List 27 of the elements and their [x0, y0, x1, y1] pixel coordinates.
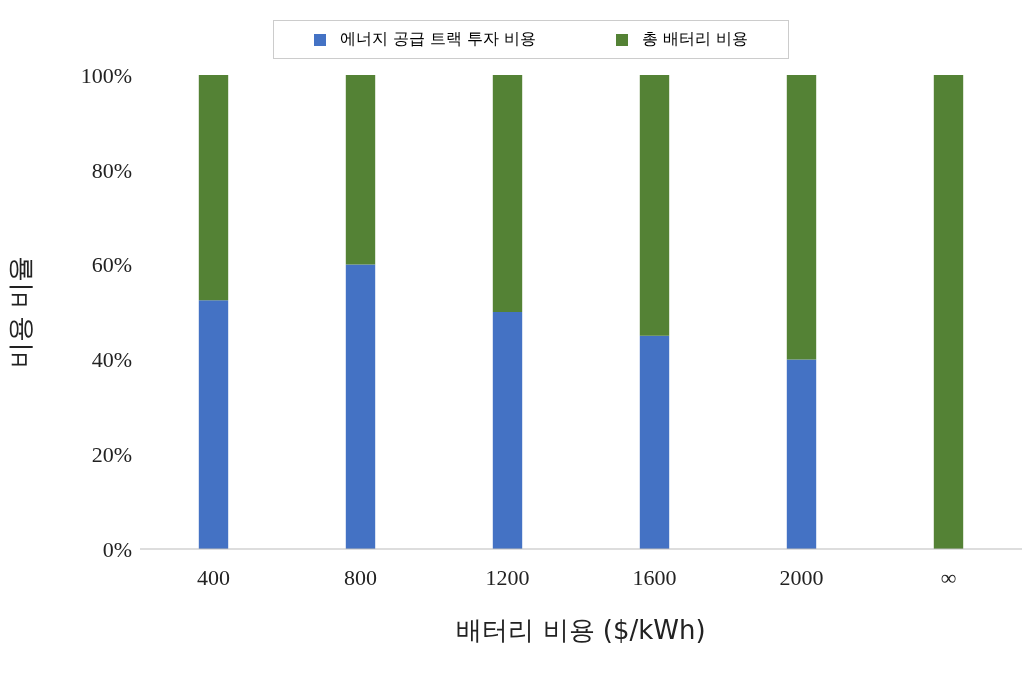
x-tick-label: 2000: [779, 564, 824, 590]
bar: [198, 75, 229, 301]
bar: [492, 75, 523, 312]
bar: [198, 300, 229, 549]
bar: [639, 335, 670, 549]
bar: [345, 264, 376, 549]
x-axis-title: 배터리 비용 ($/kWh): [456, 615, 706, 645]
x-tick-label: 400: [197, 564, 230, 590]
bar: [786, 359, 817, 549]
legend-label: 총 배터리 비용: [641, 29, 749, 50]
y-tick-label: 60%: [91, 252, 132, 278]
x-tick-label: ∞: [940, 564, 957, 590]
y-tick-label: 0%: [102, 536, 132, 562]
y-tick-label: 40%: [91, 347, 132, 373]
bar: [639, 75, 670, 336]
x-tick-label: 1200: [485, 564, 530, 590]
bar: [492, 312, 523, 549]
bar: [933, 75, 964, 549]
bar: [786, 75, 817, 360]
y-axis-title: 비용 비율: [5, 255, 36, 369]
bar: [345, 75, 376, 265]
x-tick-label: 800: [344, 564, 377, 590]
legend-label: 에너지 공급 트랙 투자 비용: [338, 29, 537, 50]
y-tick-label: 80%: [91, 157, 132, 183]
x-tick-label: 1600: [632, 564, 677, 590]
y-tick-label: 20%: [91, 442, 132, 468]
y-tick-label: 100%: [80, 62, 132, 88]
